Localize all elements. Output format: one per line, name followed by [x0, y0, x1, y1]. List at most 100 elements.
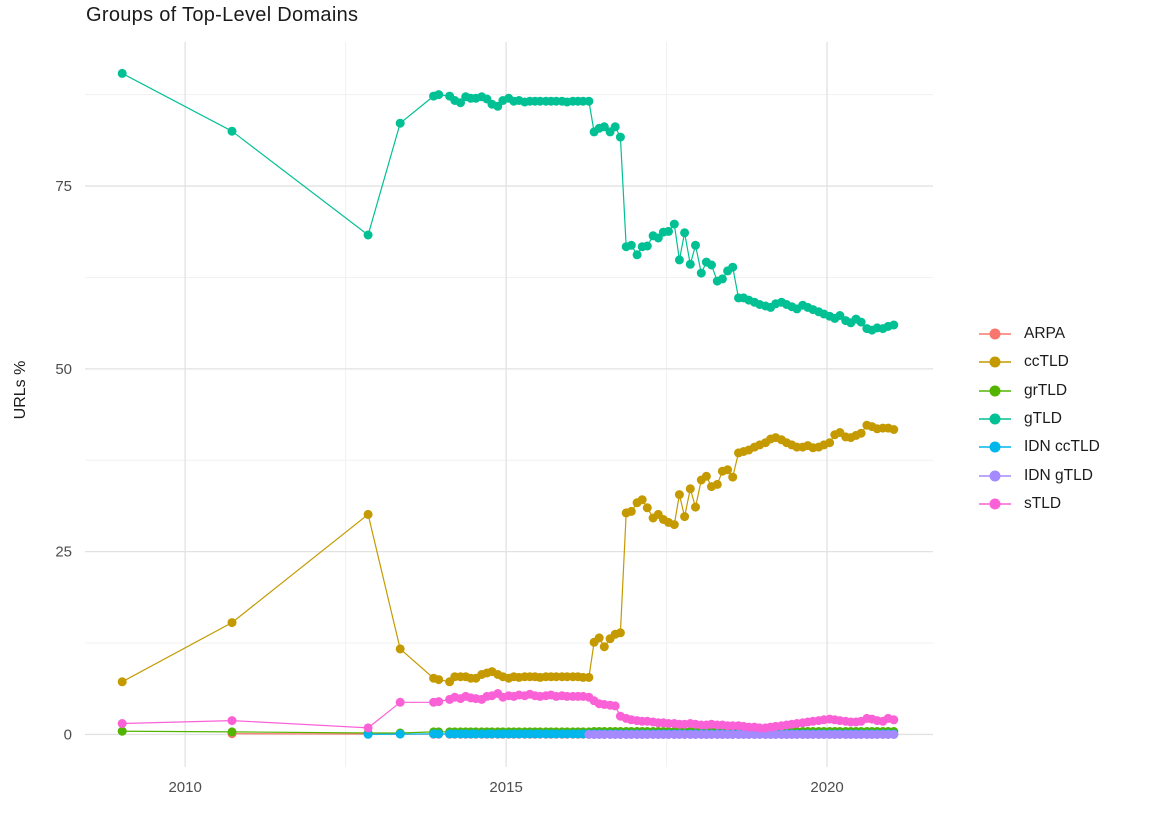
data-point	[363, 729, 373, 739]
data-point	[691, 240, 700, 250]
data-point	[363, 723, 373, 733]
data-point	[117, 726, 127, 736]
data-point	[701, 471, 711, 481]
data-point	[856, 428, 866, 438]
data-point	[599, 642, 609, 652]
data-point	[117, 68, 127, 78]
data-point	[599, 122, 609, 132]
data-point	[227, 727, 237, 737]
data-point	[117, 677, 127, 687]
data-point	[615, 132, 625, 142]
data-point	[117, 719, 127, 728]
legend-key-grtld	[978, 377, 1012, 405]
legend-item-stld: sTLD	[978, 490, 1100, 518]
data-point	[363, 509, 373, 519]
data-point	[626, 506, 636, 516]
data-point	[728, 262, 738, 272]
svg-text:50: 50	[55, 361, 72, 378]
legend-label: grTLD	[1024, 381, 1068, 399]
legend-dot-icon	[989, 413, 1001, 425]
svg-text:0: 0	[64, 726, 72, 743]
legend-label: ccTLD	[1024, 353, 1069, 371]
series-gtld	[117, 68, 899, 335]
series-cctld	[117, 420, 899, 687]
data-point	[728, 472, 738, 482]
legend-item-idn-gtld: IDN gTLD	[978, 461, 1100, 489]
data-point	[584, 672, 594, 682]
data-point	[395, 644, 405, 654]
data-point	[717, 274, 727, 284]
legend-item-gtld: gTLD	[978, 405, 1100, 433]
data-point	[637, 495, 647, 505]
data-point	[685, 484, 695, 494]
legend-label: IDN gTLD	[1024, 466, 1093, 484]
data-point	[642, 503, 652, 513]
data-point	[227, 618, 237, 628]
svg-text:2010: 2010	[168, 779, 201, 796]
legend-dot-icon	[989, 328, 1001, 340]
data-point	[395, 697, 405, 707]
legend-dot-icon	[989, 356, 1001, 368]
data-point	[632, 250, 642, 260]
data-point	[610, 122, 620, 132]
legend-item-grtld: grTLD	[978, 377, 1100, 405]
data-point	[691, 502, 700, 512]
data-point	[674, 490, 684, 500]
data-point	[669, 219, 679, 229]
svg-text:2015: 2015	[489, 779, 522, 796]
legend-dot-icon	[989, 498, 1001, 510]
data-point	[856, 317, 866, 327]
data-point	[642, 241, 652, 251]
legend-item-idn-cctld: IDN ccTLD	[978, 433, 1100, 461]
legend-item-cctld: ccTLD	[978, 348, 1100, 376]
data-point	[626, 240, 636, 250]
legend-label: sTLD	[1024, 494, 1062, 512]
legend-dot-icon	[989, 385, 1001, 397]
legend-key-arpa	[978, 320, 1012, 348]
data-point	[685, 259, 695, 269]
legend: ARPA ccTLD grTLD gTLD IDN ccTLD IDN gTLD…	[978, 320, 1100, 518]
data-point	[707, 260, 716, 270]
legend-key-cctld	[978, 348, 1012, 376]
data-point	[723, 465, 733, 475]
series-idn-gtld	[584, 730, 899, 739]
data-point	[434, 90, 444, 100]
data-point	[456, 98, 465, 108]
data-point	[434, 729, 444, 739]
data-point	[615, 628, 625, 638]
legend-label: gTLD	[1024, 410, 1062, 428]
legend-key-idn-cctld	[978, 433, 1012, 461]
legend-label: ARPA	[1024, 325, 1066, 343]
data-point	[493, 101, 503, 111]
svg-text:75: 75	[55, 178, 72, 195]
data-point	[680, 228, 690, 238]
data-point	[227, 716, 237, 726]
data-point	[669, 520, 679, 530]
data-point	[653, 233, 663, 243]
data-point	[395, 118, 405, 128]
data-point	[227, 126, 237, 136]
data-point	[889, 715, 899, 725]
y-axis-tick-labels: 0 25 50 75	[55, 178, 72, 743]
data-point	[363, 230, 373, 240]
data-point	[664, 226, 673, 236]
legend-key-stld	[978, 490, 1012, 518]
minor-gridlines	[85, 42, 933, 767]
legend-item-arpa: ARPA	[978, 320, 1100, 348]
x-axis-tick-labels: 2010 2015 2020	[168, 779, 843, 796]
legend-key-gtld	[978, 405, 1012, 433]
chart-title: Groups of Top-Level Domains	[86, 4, 359, 26]
data-point	[434, 675, 444, 685]
series-stld	[117, 689, 899, 733]
legend-key-idn-gtld	[978, 462, 1012, 490]
data-point	[594, 633, 604, 643]
data-point	[680, 512, 690, 522]
data-point	[712, 479, 722, 489]
data-point	[889, 320, 899, 330]
data-point	[696, 268, 706, 278]
data-point	[889, 425, 899, 434]
y-axis-title: URLs %	[12, 360, 29, 420]
legend-dot-icon	[989, 470, 1001, 482]
